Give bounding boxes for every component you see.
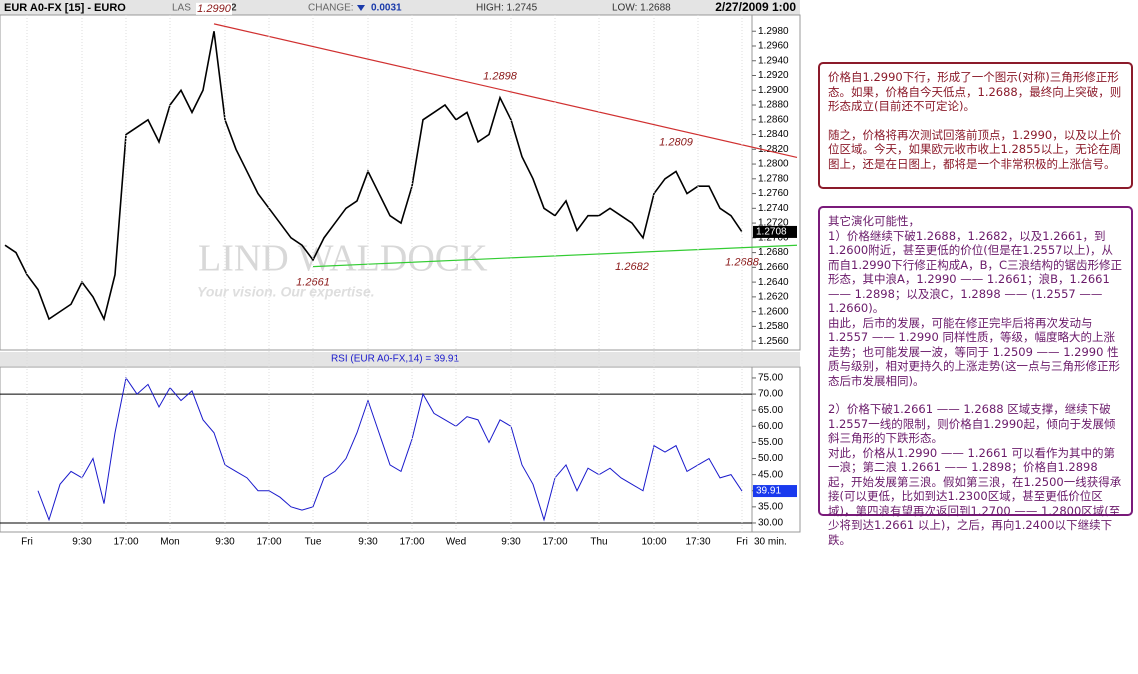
note-box: 其它演化可能性， 1）价格继续下破1.2688，1.2682，以及1.2661，到…: [818, 206, 1133, 547]
last-value: 2: [231, 3, 237, 14]
annotation: 1.2682: [615, 261, 649, 273]
y-tick-label: 1.2940: [758, 55, 789, 66]
note-paragraph: 对此，价格从1.2990 —— 1.2661 可以看作为其中的第一浪；第二浪 1…: [828, 445, 1122, 547]
y-tick-label: 35.00: [758, 502, 783, 513]
y-tick-label: 1.2960: [758, 41, 789, 52]
x-tick-label: 17:00: [256, 537, 281, 548]
x-tick-label: Tue: [305, 537, 322, 548]
y-tick-label: 1.2860: [758, 114, 789, 125]
y-tick-label: 75.00: [758, 373, 783, 384]
note-paragraph: 由此，后市的发展，可能在修正完毕后将再次发动与1.2557 —— 1.2990 …: [828, 315, 1120, 388]
y-tick-label: 50.00: [758, 453, 783, 464]
x-tick-label: Fri: [21, 537, 33, 548]
y-tick-label: 60.00: [758, 421, 783, 432]
y-tick-label: 1.2780: [758, 173, 789, 184]
y-tick-label: 1.2980: [758, 26, 789, 37]
y-tick-label: 1.2680: [758, 247, 789, 258]
x-tick-label: Fri: [736, 537, 748, 548]
last-value-tag: [753, 485, 797, 498]
x-tick-label: 17:00: [113, 537, 138, 548]
note-paragraph: 随之，价格将再次测试回落前顶点，1.2990，以及以上价位区域。今天，如果欧元收…: [828, 127, 1122, 171]
x-tick-label: 9:30: [358, 537, 378, 548]
rsi-panel: [0, 366, 801, 533]
x-tick-label: Mon: [160, 537, 179, 548]
x-tick-label: 10:00: [641, 537, 666, 548]
y-tick-label: 1.2880: [758, 100, 789, 111]
y-tick-label: 1.2920: [758, 70, 789, 81]
x-tick-label: 17:30: [685, 537, 710, 548]
note-paragraph: 价格自1.2990下行，形成了一个图示(对称)三角形修正形态。如果，价格自今天低…: [828, 70, 1122, 113]
x-tick-label: 17:00: [399, 537, 424, 548]
y-tick-label: 70.00: [758, 389, 783, 400]
note-paragraph: 1）价格继续下破1.2688，1.2682，以及1.2661，到1.2600附近…: [828, 228, 1123, 316]
last-value-label: 39.91: [756, 486, 781, 497]
y-tick-label: 30.00: [758, 518, 783, 529]
y-tick-label: 1.2700: [758, 232, 789, 243]
last-value-label: 1.2708: [756, 227, 787, 238]
x-tick-label: 9:30: [72, 537, 92, 548]
y-tick-label: 1.2620: [758, 292, 789, 303]
y-tick-label: 1.2760: [758, 188, 789, 199]
y-tick-label: 55.00: [758, 437, 783, 448]
annotation: 1.2990: [197, 3, 232, 15]
high: HIGH: 1.2745: [476, 3, 538, 14]
rsi-title: RSI (EUR A0-FX,14) = 39.91: [331, 354, 460, 365]
down-arrow-icon: [357, 5, 365, 11]
x-tick-label: 17:00: [542, 537, 567, 548]
y-tick-label: 1.2600: [758, 306, 789, 317]
y-tick-label: 1.2720: [758, 218, 789, 229]
price-panel: [0, 14, 801, 351]
x-tick-label: Thu: [590, 537, 607, 548]
last-label: LAS: [172, 3, 191, 14]
datetime: 2/27/2009 1:00: [715, 0, 796, 14]
x-tick-label: Wed: [446, 537, 466, 548]
y-tick-label: 1.2820: [758, 144, 789, 155]
note-paragraph: 其它演化可能性，: [828, 214, 920, 228]
low: LOW: 1.2688: [612, 3, 671, 14]
y-tick-label: 1.2740: [758, 203, 789, 214]
watermark-brand: LIND WALDOCK: [198, 238, 488, 280]
trendline: [213, 23, 798, 158]
y-tick-label: 1.2660: [758, 262, 789, 273]
note-paragraph: 2）价格下破1.2661 —— 1.2688 区域支撑，继续下破1.2557一线…: [828, 402, 1116, 445]
change-label: CHANGE:: [308, 3, 354, 14]
watermark-slogan: Your vision. Our expertise.: [197, 284, 375, 300]
x-tick-label: 9:30: [215, 537, 235, 548]
last-value-tag: [753, 225, 797, 238]
y-tick-label: 45.00: [758, 469, 783, 480]
y-tick-label: 1.2840: [758, 129, 789, 140]
x-unit: 30 min.: [754, 537, 787, 548]
series-line: [4, 31, 743, 322]
y-tick-label: 1.2640: [758, 277, 789, 288]
series-line: [37, 376, 743, 522]
y-tick-label: 1.2580: [758, 321, 789, 332]
y-tick-label: 1.2900: [758, 85, 789, 96]
y-tick-label: 1.2800: [758, 159, 789, 170]
y-tick-label: 1.2560: [758, 336, 789, 347]
annotation: 1.2898: [483, 71, 518, 83]
x-tick-label: 9:30: [501, 537, 521, 548]
annotation-bg: [196, 2, 232, 15]
symbol: EUR A0-FX [15] - EURO: [4, 2, 126, 14]
y-tick-label: 65.00: [758, 405, 783, 416]
change-value: 0.0031: [371, 3, 402, 14]
annotation: 1.2809: [659, 136, 693, 148]
rsi-title-bar: [0, 352, 800, 366]
annotation: 1.2688: [725, 257, 760, 269]
note-box: 价格自1.2990下行，形成了一个图示(对称)三角形修正形态。如果，价格自今天低…: [818, 62, 1133, 189]
